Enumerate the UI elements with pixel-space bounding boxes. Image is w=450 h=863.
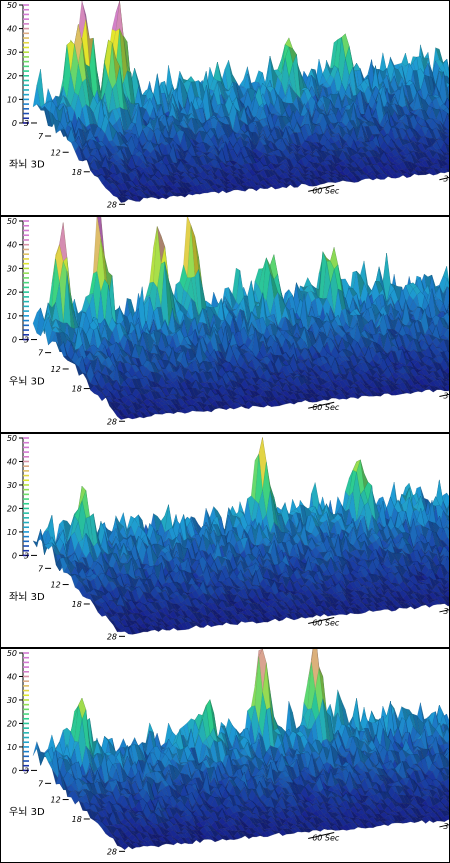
time-tick-mark — [439, 177, 449, 181]
surface-3d-chart: 0 10 20 30 40 50 37 12 18 28 60 Sec 30 Sec 좌뇌 3D — [7, 1, 449, 209]
surface-cell — [447, 358, 449, 360]
surface-cell — [447, 143, 449, 146]
left-brain-3d-panel-1: 0 10 20 30 40 50 37 12 18 28 60 Sec 30 Sec 좌뇌 3D — [0, 0, 450, 216]
freq-tick-label: 28 — [107, 200, 117, 209]
z-tick-label: 50 — [7, 1, 17, 10]
surface-cell — [447, 322, 449, 327]
frequency-axis: 37 12 18 28 — [24, 119, 125, 209]
freq-tick-label: 3 — [24, 119, 29, 128]
z-tick-label: 20 — [7, 72, 17, 81]
z-axis: 0 10 20 30 40 50 — [7, 1, 29, 128]
z-tick-label: 10 — [7, 95, 17, 104]
time-tick-mark — [308, 184, 335, 192]
time-tick-label: 60 Sec — [312, 186, 340, 195]
time-tick-label: 30 Sec — [443, 175, 449, 184]
surface-cell — [447, 305, 449, 315]
surface-cell — [447, 132, 449, 136]
surface-mesh — [32, 217, 449, 420]
surface-cell — [447, 377, 449, 380]
z-tick-label: 30 — [7, 48, 17, 57]
surface-cell — [352, 62, 361, 71]
time-axis: 60 Sec 30 Sec — [308, 175, 449, 195]
z-tick-label: 0 — [12, 119, 17, 128]
panel-caption: 좌뇌 3D — [9, 159, 45, 171]
freq-tick-label: 12 — [50, 148, 60, 157]
freq-tick-label: 18 — [72, 168, 82, 177]
surface-mesh — [32, 1, 449, 203]
surface-cell — [447, 336, 449, 340]
surface-cell — [117, 196, 125, 203]
surface-cell — [213, 61, 222, 82]
freq-tick-label: 7 — [38, 132, 44, 141]
z-tick-label: 40 — [7, 25, 17, 34]
